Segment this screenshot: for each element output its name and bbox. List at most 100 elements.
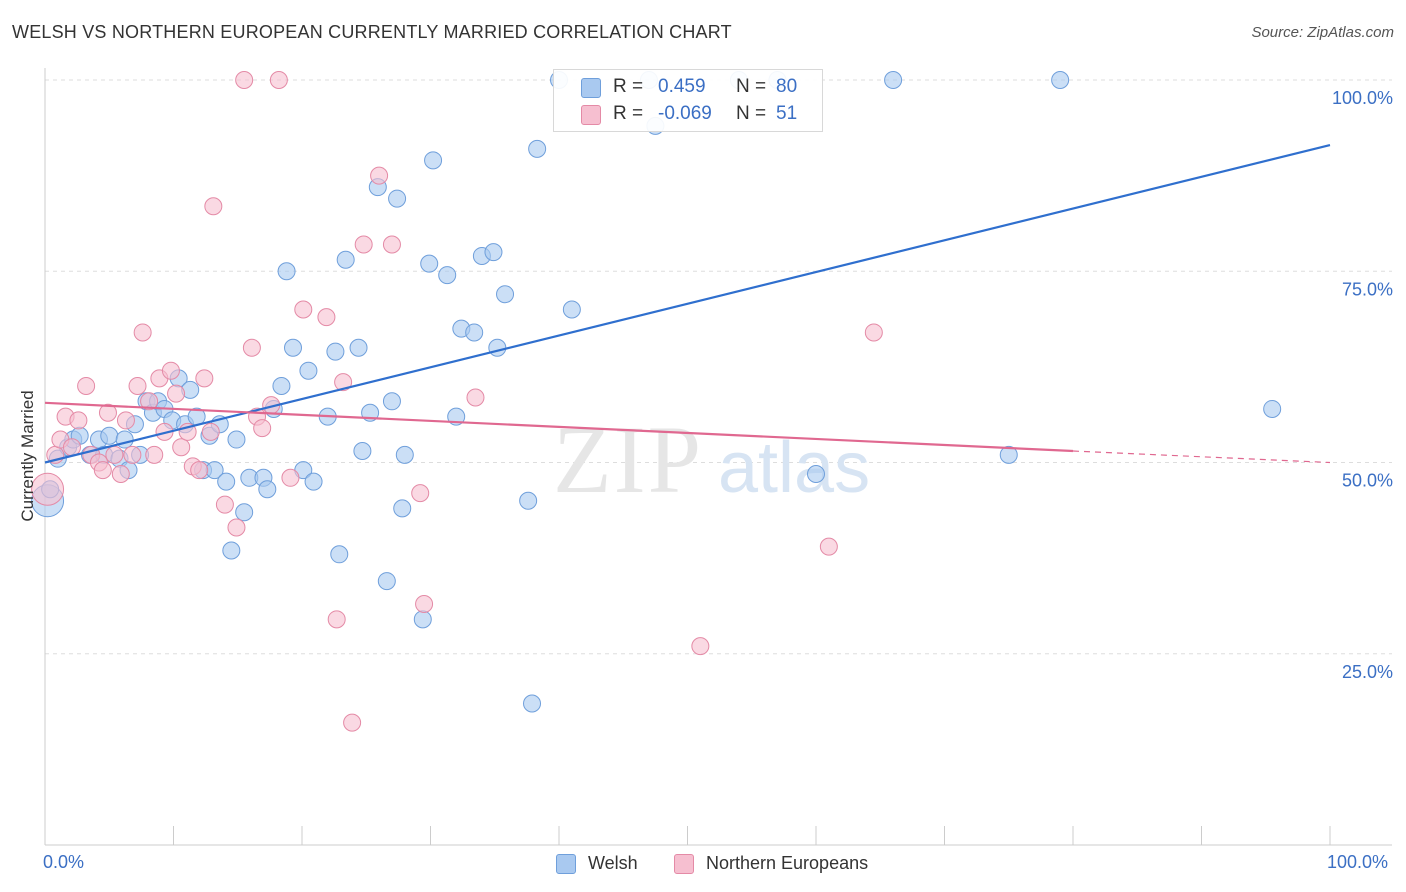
northern-point: [415, 595, 434, 614]
northern-point: [145, 445, 164, 464]
northern-point: [281, 468, 300, 487]
northern-point: [354, 235, 373, 254]
welsh-point: [304, 472, 323, 491]
welsh-point: [277, 262, 296, 281]
x-tick-label-max: 100.0%: [1327, 852, 1389, 872]
northern-n-value: 51: [776, 103, 798, 124]
legend-row-welsh: R = 0.459 N = 80: [554, 74, 822, 102]
northern-point: [235, 71, 254, 89]
northern-point: [195, 369, 214, 388]
northern-point: [864, 323, 883, 342]
northern-point: [334, 373, 353, 392]
y-tick-label: 50.0%: [1342, 471, 1393, 491]
welsh-point: [115, 430, 134, 449]
northern-point: [382, 235, 401, 254]
northern-point: [111, 464, 130, 483]
welsh-point: [349, 338, 368, 357]
welsh-point: [377, 572, 396, 591]
y-axis-label: Currently Married: [18, 390, 37, 522]
chart-title: WELSH VS NORTHERN EUROPEAN CURRENTLY MAR…: [12, 22, 732, 42]
welsh-r-value: 0.459: [658, 76, 706, 97]
northern-point: [370, 166, 389, 185]
northern-point: [411, 484, 430, 503]
welsh-point: [330, 545, 349, 564]
northern-point: [466, 388, 485, 407]
watermark-zip: ZIP: [553, 406, 703, 513]
axis-layer: [44, 68, 1392, 846]
welsh-point: [519, 491, 538, 510]
northern-point: [294, 300, 313, 319]
legend-row-northern: R = -0.069 N = 51: [554, 101, 822, 129]
northern-point: [201, 422, 220, 441]
welsh-point: [424, 151, 443, 170]
welsh-point: [496, 285, 515, 304]
northern-point: [167, 384, 186, 403]
x-tick-label-min: 0.0%: [43, 852, 85, 872]
watermark: ZIP atlas: [553, 406, 870, 513]
northern-point: [215, 495, 234, 514]
y-tick-label: 25.0%: [1342, 662, 1393, 682]
welsh-n-label: N =: [736, 76, 767, 97]
northern-point: [77, 377, 96, 395]
northern-point: [161, 361, 180, 380]
northern-point: [69, 411, 88, 430]
northern-point: [691, 637, 710, 656]
welsh-legend-label: Welsh: [588, 853, 638, 873]
welsh-point: [393, 499, 412, 518]
northern-point: [123, 445, 142, 464]
y-tick-labels: 25.0% 50.0% 75.0% 100.0%: [1332, 88, 1393, 682]
northern-point: [116, 411, 135, 430]
northern-r-label: R =: [613, 103, 644, 124]
welsh-point: [484, 243, 503, 262]
northern-r-value: -0.069: [658, 103, 712, 124]
welsh-point: [382, 392, 401, 411]
welsh-point: [336, 250, 355, 269]
welsh-point: [807, 464, 825, 483]
northern-legend-swatch: [674, 854, 694, 874]
welsh-point: [217, 472, 236, 491]
welsh-point: [528, 139, 547, 158]
northern-n-label: N =: [736, 103, 767, 124]
welsh-swatch: [581, 78, 601, 98]
welsh-point: [326, 342, 345, 361]
welsh-legend-swatch: [556, 854, 576, 874]
northern-point: [343, 713, 362, 732]
northern-point: [253, 419, 272, 438]
y-tick-label: 100.0%: [1332, 88, 1393, 108]
northern-point: [204, 197, 223, 216]
welsh-point: [413, 610, 432, 629]
welsh-point: [100, 426, 119, 445]
trend-layer: [44, 143, 1331, 464]
welsh-point: [258, 480, 277, 499]
northern-point: [172, 438, 191, 457]
welsh-point: [222, 541, 241, 560]
welsh-trend-line: [44, 143, 1331, 464]
northern-point: [93, 461, 112, 480]
northern-point: [105, 445, 124, 464]
welsh-point: [284, 338, 303, 357]
welsh-point: [353, 442, 372, 461]
northern-points: [31, 71, 883, 732]
welsh-point: [999, 445, 1018, 464]
welsh-point: [227, 430, 246, 449]
chart-source: Source: ZipAtlas.com: [1251, 24, 1394, 41]
northern-point: [133, 323, 152, 342]
welsh-point: [438, 266, 457, 285]
welsh-point: [884, 71, 903, 89]
northern-trend-extension: [1072, 450, 1331, 464]
northern-point: [98, 403, 117, 422]
northern-legend-label: Northern Europeans: [706, 853, 869, 873]
northern-point: [31, 472, 65, 506]
northern-point: [227, 518, 246, 537]
northern-point: [62, 438, 81, 457]
welsh-point: [1263, 399, 1282, 418]
northern-point: [327, 610, 346, 629]
welsh-point: [1051, 71, 1070, 89]
welsh-points: [31, 71, 1282, 713]
northern-point: [128, 377, 147, 395]
grid-layer: [45, 79, 1392, 655]
welsh-point: [523, 694, 542, 713]
northern-point: [269, 71, 288, 89]
welsh-point: [562, 300, 581, 319]
